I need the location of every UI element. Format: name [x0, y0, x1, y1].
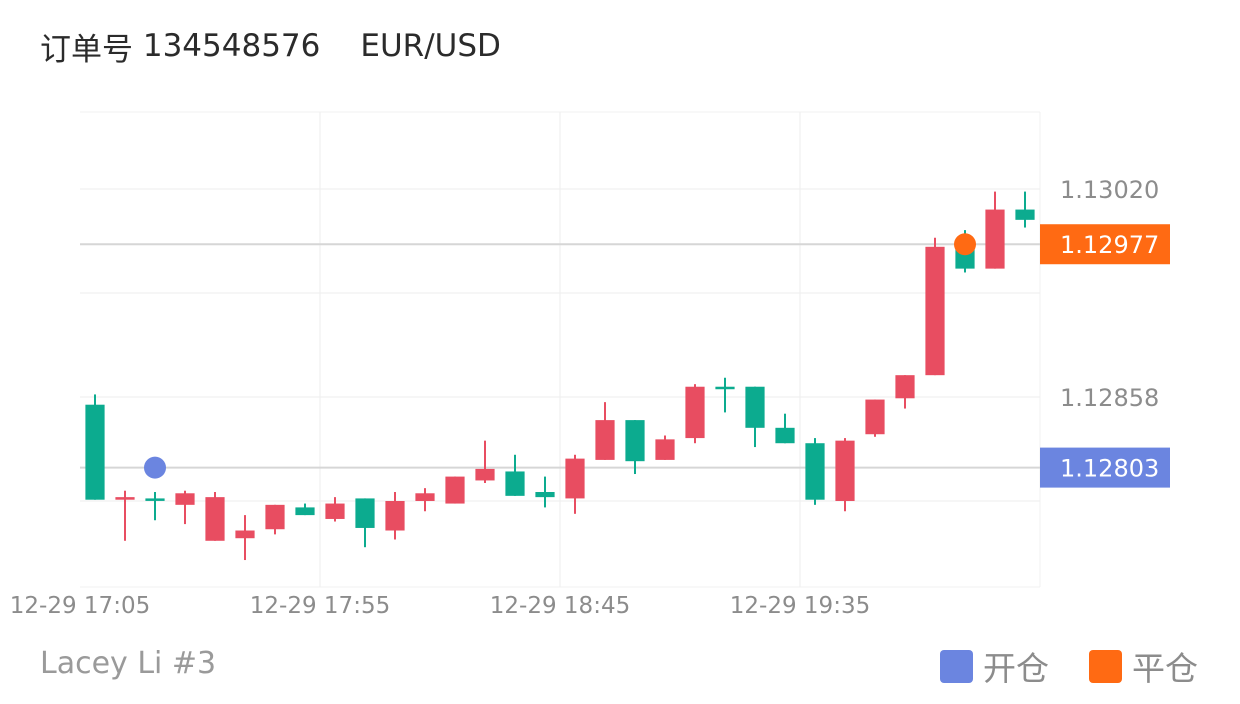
candle — [265, 504, 285, 535]
close-price-badge-box — [1040, 224, 1170, 265]
candlestick-chart: 1.13020 1.12858 1.12803 1.12977 12-29 17:05… — [10, 111, 1170, 619]
candle-body — [745, 386, 765, 428]
y-tick-label: 1.13020 — [1060, 176, 1159, 204]
x-tick-label: 12-29 19:35 — [730, 593, 870, 619]
candle — [565, 454, 585, 514]
candle-body — [715, 386, 735, 390]
candle — [415, 488, 435, 512]
candle — [745, 386, 765, 448]
y-tick-label: 1.12858 — [1060, 384, 1159, 412]
candle — [505, 454, 525, 496]
candle — [775, 413, 795, 444]
open-price-badge-box — [1040, 447, 1170, 488]
trade-markers — [144, 233, 976, 479]
order-id: 134548576 — [142, 28, 321, 64]
candle-body — [865, 399, 885, 435]
candle — [205, 492, 225, 541]
chart-header: 订单号 134548576 EUR/USD — [40, 22, 501, 70]
legend-label-open: 开仓 — [983, 649, 1049, 688]
legend-label-close: 平仓 — [1132, 649, 1198, 688]
candle — [805, 438, 825, 505]
candle-body — [415, 493, 435, 501]
candle — [925, 237, 945, 376]
candle-body — [655, 439, 675, 460]
candle — [655, 435, 675, 460]
candle — [115, 490, 135, 541]
candle-body — [475, 468, 495, 481]
candle-body — [925, 246, 945, 376]
candle-body — [205, 497, 225, 541]
candle-body — [685, 386, 705, 439]
legend: 开仓 平仓 — [900, 642, 1198, 690]
legend-swatch-close — [1089, 649, 1122, 683]
legend-item-open: 开仓 — [940, 642, 1049, 690]
candle — [895, 375, 915, 409]
x-tick-label: 12-29 17:55 — [250, 593, 390, 619]
order-label: 订单号 — [40, 31, 133, 68]
close-price-badge: 1.12977 — [1040, 224, 1170, 265]
candle — [625, 420, 645, 475]
legend-item-close: 平仓 — [1089, 642, 1198, 690]
candle — [1015, 191, 1035, 228]
candle — [985, 191, 1005, 269]
account-name: Lacey Li #3 — [40, 646, 217, 681]
candle — [145, 492, 165, 521]
candle — [685, 384, 705, 444]
candle-body — [325, 503, 345, 519]
candles — [85, 191, 1035, 561]
candle — [175, 490, 195, 525]
candle-body — [145, 498, 165, 501]
y-axis-labels: 1.13020 1.12858 1.12803 1.12977 — [1040, 176, 1170, 488]
candle-body — [175, 493, 195, 505]
candle-body — [625, 420, 645, 462]
candle-body — [565, 458, 585, 499]
candle-body — [265, 504, 285, 530]
candle — [835, 438, 855, 512]
x-tick-label: 12-29 18:45 — [490, 593, 630, 619]
candle — [85, 394, 105, 500]
candle-body — [85, 404, 105, 500]
candle-body — [505, 471, 525, 496]
candle — [475, 440, 495, 484]
candle — [715, 377, 735, 413]
candle — [325, 497, 345, 522]
open-price-badge-text: 1.12803 — [1060, 455, 1159, 483]
candle — [385, 492, 405, 540]
candle-body — [235, 530, 255, 539]
candle-body — [115, 497, 135, 500]
candle — [355, 498, 375, 548]
candle-body — [1015, 209, 1035, 220]
x-tick-label: 12-29 17:05 — [10, 593, 150, 619]
candle-body — [775, 427, 795, 444]
candle-body — [805, 443, 825, 500]
x-axis-labels: 12-29 17:05 12-29 17:55 12-29 18:45 12-29 1… — [10, 593, 870, 619]
open-trade-marker — [144, 456, 166, 479]
open-price-badge: 1.12803 — [1040, 447, 1170, 488]
candle — [295, 503, 315, 516]
candle — [865, 399, 885, 437]
candle — [535, 476, 555, 508]
close-trade-marker — [954, 233, 976, 256]
chart-grid — [80, 111, 1041, 588]
close-price-badge-text: 1.12977 — [1060, 231, 1159, 259]
candle-body — [595, 420, 615, 460]
candle-body — [835, 440, 855, 501]
candle-body — [985, 209, 1005, 269]
candle-body — [385, 500, 405, 531]
candle-body — [445, 476, 465, 504]
legend-swatch-open — [940, 649, 973, 683]
candle — [445, 476, 465, 504]
candle-body — [295, 507, 315, 516]
candle-body — [895, 375, 915, 399]
candle-body — [355, 498, 375, 528]
candle — [595, 402, 615, 460]
candle-body — [535, 492, 555, 498]
candle — [235, 515, 255, 561]
symbol: EUR/USD — [360, 28, 501, 64]
